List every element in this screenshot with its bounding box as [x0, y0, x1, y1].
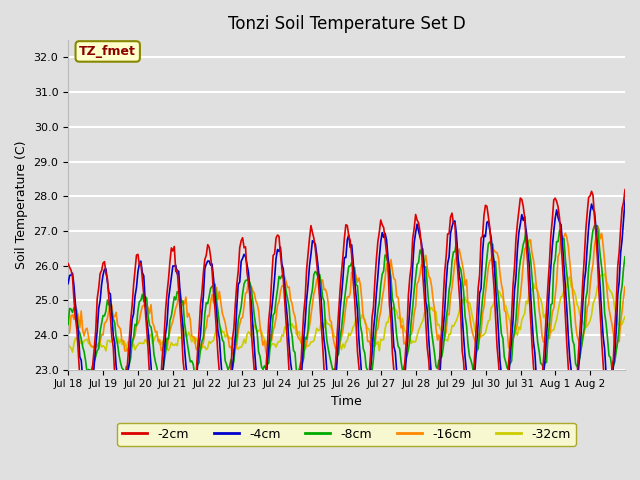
Line: -16cm: -16cm [68, 226, 625, 358]
-16cm [100, 320, 108, 326]
-4cm [84, 404, 92, 409]
-2cm [84, 414, 92, 420]
-8cm [365, 375, 373, 381]
-4cm [463, 370, 470, 375]
Line: -2cm: -2cm [68, 190, 625, 424]
-4cm [102, 266, 110, 272]
-16cm [264, 355, 271, 360]
-32cm [352, 316, 360, 322]
-32cm [621, 314, 629, 320]
-16cm [83, 325, 91, 331]
-8cm [351, 264, 358, 270]
-2cm [618, 206, 626, 212]
-4cm [621, 197, 629, 203]
-4cm [64, 281, 72, 287]
-32cm [64, 341, 72, 347]
Title: Tonzi Soil Temperature Set D: Tonzi Soil Temperature Set D [228, 15, 465, 33]
-32cm [84, 340, 92, 346]
-32cm [545, 323, 553, 328]
Legend: -2cm, -4cm, -8cm, -16cm, -32cm: -2cm, -4cm, -8cm, -16cm, -32cm [117, 423, 576, 446]
X-axis label: Time: Time [332, 395, 362, 408]
-4cm [618, 237, 626, 242]
-32cm [601, 271, 609, 277]
-2cm [83, 421, 91, 427]
-16cm [64, 331, 72, 337]
-2cm [621, 187, 629, 192]
-2cm [64, 261, 72, 266]
Line: -4cm: -4cm [68, 200, 625, 410]
-32cm [620, 317, 627, 323]
-8cm [83, 370, 91, 376]
-8cm [463, 323, 470, 328]
-8cm [592, 223, 600, 228]
-2cm [352, 320, 360, 326]
-32cm [68, 349, 76, 355]
Y-axis label: Soil Temperature (C): Soil Temperature (C) [15, 141, 28, 269]
Line: -32cm: -32cm [68, 274, 625, 352]
-8cm [545, 322, 553, 328]
-16cm [621, 284, 629, 289]
-2cm [463, 400, 470, 406]
-2cm [102, 271, 110, 276]
-4cm [545, 283, 553, 289]
-16cm [620, 295, 627, 300]
-32cm [463, 300, 470, 305]
-8cm [621, 254, 629, 260]
-16cm [352, 273, 360, 279]
-8cm [64, 322, 72, 327]
-4cm [352, 293, 360, 299]
-8cm [100, 313, 108, 319]
-16cm [593, 223, 601, 229]
Text: TZ_fmet: TZ_fmet [79, 45, 136, 58]
-32cm [102, 348, 110, 354]
-8cm [620, 265, 627, 271]
Line: -8cm: -8cm [68, 226, 625, 378]
-2cm [545, 260, 553, 266]
-16cm [545, 336, 553, 341]
-16cm [463, 277, 470, 283]
-4cm [82, 407, 90, 413]
